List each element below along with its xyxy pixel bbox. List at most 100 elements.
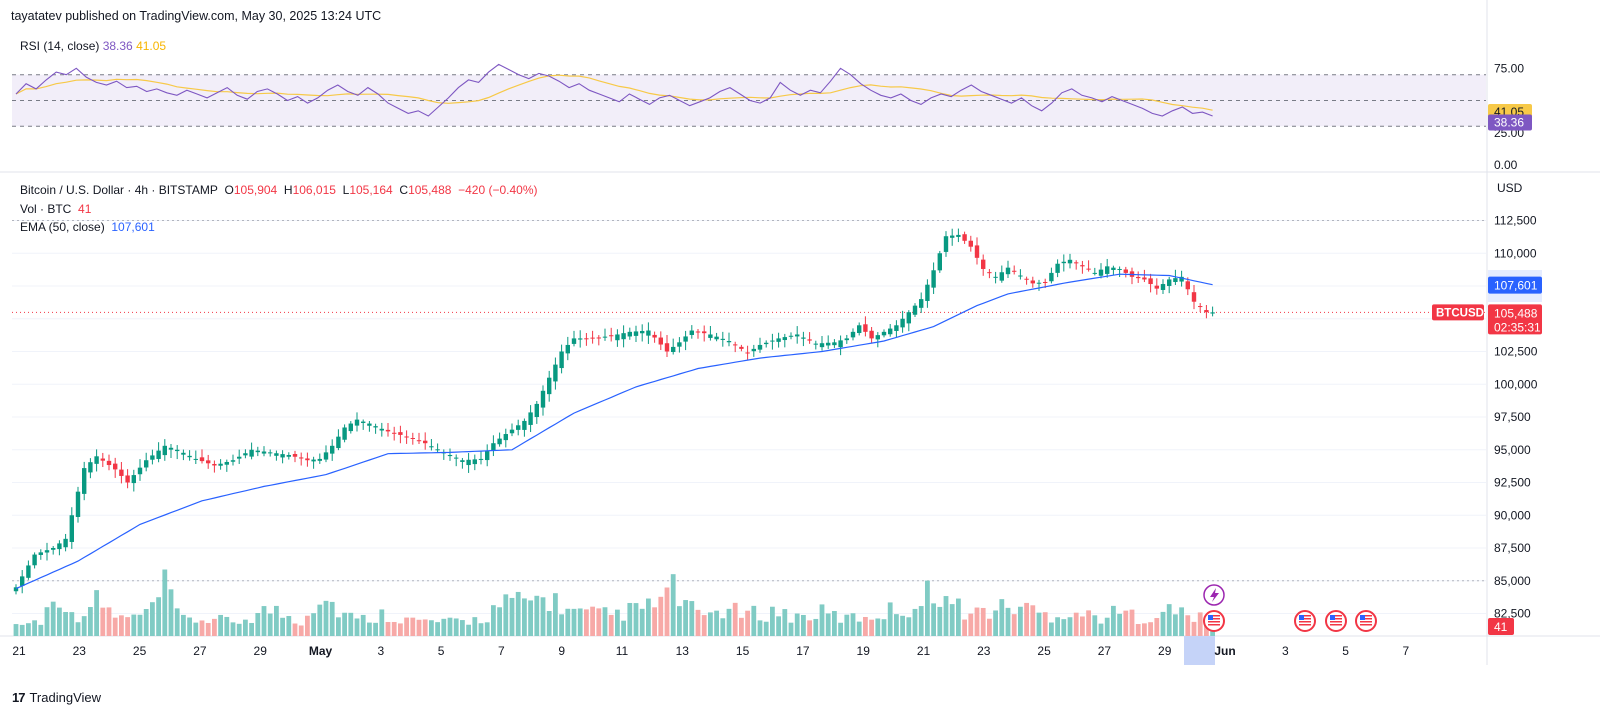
candle-body (106, 460, 112, 466)
rsi-value-badge-bg (1488, 114, 1532, 131)
candle-body (26, 565, 31, 578)
candle-body (528, 412, 533, 425)
volume-bar (652, 607, 657, 636)
time-axis-tick: 3 (377, 644, 384, 658)
volume-bar (274, 605, 279, 636)
candle-body (1067, 259, 1073, 264)
rsi-ma-line (15, 74, 1213, 111)
candle-body (57, 543, 62, 550)
volume-bar (528, 600, 533, 636)
volume-bar (212, 618, 217, 636)
volume-bar (249, 622, 254, 636)
candle-body (212, 463, 217, 466)
candle-body (987, 272, 992, 274)
volume-bar (819, 604, 825, 636)
tradingview-brand-label: TradingView (29, 690, 102, 705)
volume-bar (1148, 622, 1153, 636)
volume-bar (472, 617, 478, 636)
volume-bar (856, 621, 862, 636)
candle-body (1024, 278, 1029, 280)
rsi-value-badge-text: 38.36 (1494, 116, 1524, 130)
low-value: 105,164 (349, 183, 393, 197)
candle-body (249, 449, 254, 457)
volume-bar (627, 602, 633, 636)
volume-bar (794, 613, 800, 636)
volume-bar (1191, 621, 1197, 636)
candle-body (113, 463, 118, 470)
candle-body (1005, 267, 1011, 275)
candle-body (708, 334, 713, 338)
candle-body (702, 331, 707, 334)
currency-label: USD (1497, 181, 1523, 195)
volume-bar (75, 622, 81, 636)
candle-body (534, 403, 539, 418)
time-axis-tick: 17 (796, 644, 810, 658)
volume-bar (38, 624, 44, 636)
tradingview-footer[interactable]: 17 TradingView (12, 690, 101, 705)
volume-bar (962, 619, 967, 636)
volume-bar (131, 614, 137, 636)
volume-bar (379, 609, 385, 636)
time-axis-tick: 7 (498, 644, 505, 658)
candle-body (1018, 275, 1023, 277)
symbol-title[interactable]: Bitcoin / U.S. Dollar · 4h · BITSTAMP (20, 183, 218, 197)
volume-bar (571, 608, 577, 636)
time-axis-tick: 13 (676, 644, 690, 658)
candle-body (850, 331, 856, 338)
volume-bar (354, 618, 360, 636)
candle-body (950, 235, 955, 238)
countdown-text: 02:35:31 (1494, 320, 1541, 334)
volume-bar (658, 596, 664, 636)
volume-bar (13, 624, 19, 636)
volume-bar (1055, 617, 1060, 636)
volume-bar (162, 569, 168, 636)
candle-body (875, 335, 880, 340)
volume-bar (255, 613, 261, 636)
candle-body (819, 343, 825, 348)
rsi-legend[interactable]: RSI (14, close) 38.36 41.05 (20, 39, 166, 53)
volume-legend-value: 41 (78, 201, 92, 216)
volume-bar (1204, 621, 1209, 636)
candle-body (330, 445, 335, 454)
volume-bar (825, 613, 831, 636)
candle-body (51, 548, 56, 550)
candle-body (788, 335, 794, 337)
volume-bar (1210, 627, 1215, 636)
volume-bar (460, 620, 465, 636)
candle-body (956, 234, 961, 237)
candle-body (181, 452, 186, 455)
rsi-pane: 75.00 25.00 0.00 (0, 61, 1600, 173)
volume-bar (844, 614, 850, 636)
candle-body (1210, 312, 1215, 314)
time-axis-tick: 29 (1158, 644, 1172, 658)
event-markers (1203, 584, 1377, 632)
volume-bar (373, 622, 378, 636)
candle-body (348, 423, 353, 432)
volume-bar (726, 608, 732, 636)
main-legend[interactable]: Bitcoin / U.S. Dollar · 4h · BITSTAMP O1… (20, 181, 538, 237)
volume-bar (515, 591, 521, 636)
candle-body (261, 451, 267, 454)
volume-bar (1166, 604, 1172, 636)
volume-bar (937, 606, 943, 636)
candle-body (993, 276, 998, 278)
candle-body (782, 337, 787, 341)
lightning-event-circle (1203, 584, 1225, 606)
candle-body (801, 337, 806, 339)
candle-body (317, 458, 322, 461)
candle-body (1049, 272, 1054, 282)
volume-bar (1005, 607, 1011, 636)
volume-bar (150, 602, 155, 636)
volume-bar (832, 611, 837, 636)
candle-body (82, 468, 87, 494)
flag-stripe (1208, 618, 1220, 620)
published-caption: tayatatev published on TradingView.com, … (11, 9, 382, 23)
candle-body (1061, 261, 1066, 264)
candle-body (156, 450, 161, 459)
candle-body (925, 284, 930, 301)
candle-body (88, 462, 93, 473)
candle-body (609, 335, 614, 337)
candle-body (150, 455, 155, 460)
volume-bar (608, 614, 614, 636)
